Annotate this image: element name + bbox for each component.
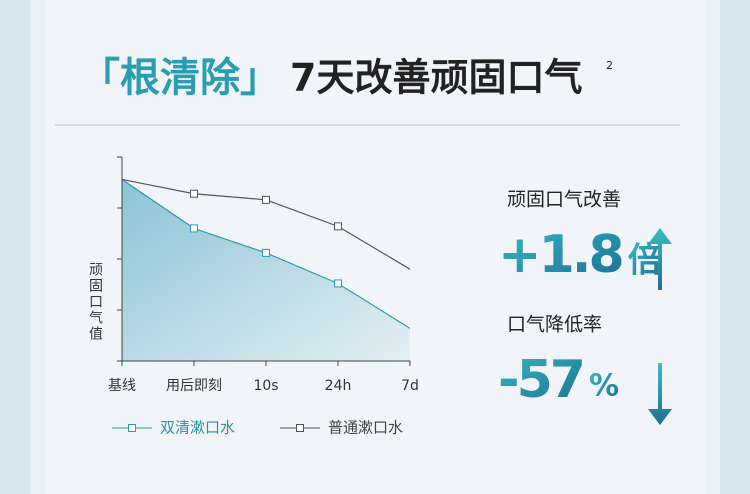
legend-marker: [296, 424, 304, 432]
stat-unit: %: [589, 369, 619, 404]
x-tick-label: 10s: [253, 378, 278, 394]
area: [122, 179, 410, 361]
x-tick-label: 基线: [108, 377, 136, 394]
title-sup: 2: [606, 59, 613, 72]
stat-arrow: [648, 228, 672, 290]
x-tick-label: 7d: [401, 378, 419, 394]
stat-value: -57: [498, 350, 583, 410]
title: 7天改善顽固口气: [290, 56, 582, 100]
y-label: 顽固口气值: [87, 262, 103, 342]
stat-label: 口气降低率: [507, 314, 602, 336]
x-tick-label: 24h: [325, 378, 352, 394]
legend-label: 双清漱口水: [160, 419, 235, 437]
legend-marker: [128, 424, 136, 432]
legend-label: 普通漱口水: [328, 419, 403, 437]
x-tick-label: 用后即刻: [166, 378, 222, 394]
stat-arrow: [648, 363, 672, 425]
marker: [190, 189, 198, 198]
marker: [334, 279, 342, 288]
stat-label: 顽固口气改善: [507, 189, 621, 211]
marker: [262, 248, 270, 257]
marker: [334, 222, 342, 231]
marker: [190, 224, 198, 233]
stat-unit: 倍: [628, 241, 662, 281]
title-bracket: 「根清除」: [80, 55, 280, 101]
stat-value: +1.8: [498, 225, 622, 285]
marker: [262, 195, 270, 204]
